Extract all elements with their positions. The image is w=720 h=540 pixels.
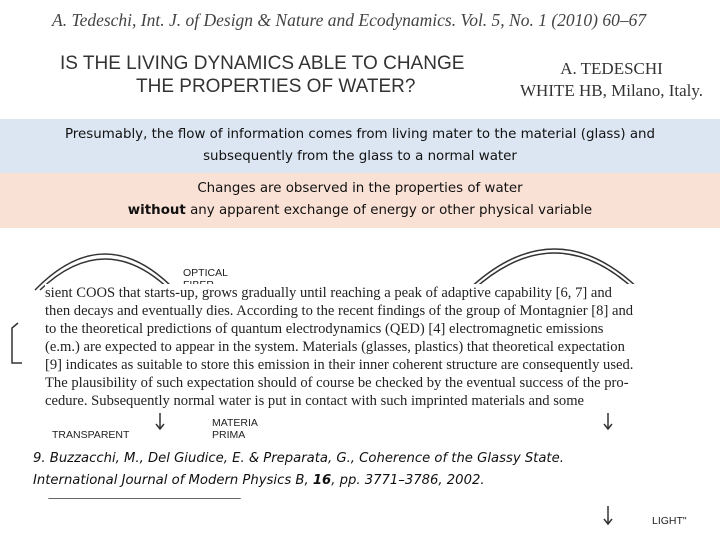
citation: A. Tedeschi, Int. J. of Design & Nature … xyxy=(52,10,647,30)
diagram-label: OPTICAL xyxy=(183,267,228,279)
excerpt-line: [9] indicates as suitable to store this … xyxy=(45,357,634,373)
excerpt-line: (e.m.) are expected to appear in the sys… xyxy=(45,339,625,355)
banner-line: Changes are observed in the properties o… xyxy=(197,181,523,196)
excerpt-line: sient COOS that starts-up, grows gradual… xyxy=(45,285,612,301)
excerpt-line: The plausibility of such expectation sho… xyxy=(45,375,629,391)
text: , pp. 3771–3786, 2002. xyxy=(331,473,485,488)
author-block: A. TEDESCHI WHITE HB, Milano, Italy. xyxy=(520,58,703,102)
reference: 9. Buzzacchi, M., Del Giudice, E. & Prep… xyxy=(25,440,685,498)
arc xyxy=(467,248,641,291)
title-line: IS THE LIVING DYNAMICS ABLE TO CHANGE xyxy=(60,53,465,74)
excerpt-line: to the theoretical predictions of quantu… xyxy=(45,321,604,337)
excerpt-line: cedure. Subsequently normal water is put… xyxy=(45,393,585,409)
frame xyxy=(11,322,22,364)
text: International Journal of Modern Physics … xyxy=(33,473,313,488)
volume: 16 xyxy=(312,473,332,488)
reference-line: 9. Buzzacchi, M., Del Giudice, E. & Prep… xyxy=(33,451,564,466)
title-line: THE PROPERTIES OF WATER? xyxy=(136,76,416,97)
banner-line: without any apparent exchange of energy … xyxy=(30,200,690,222)
arc xyxy=(34,253,176,291)
excerpt-line: then decays and eventually dies. Accordi… xyxy=(45,303,634,319)
banner: Changes are observed in the properties o… xyxy=(0,173,720,228)
arc xyxy=(472,252,636,291)
author: A. TEDESCHI xyxy=(560,59,663,78)
emphasis: without xyxy=(127,203,186,218)
title: IS THE LIVING DYNAMICS ABLE TO CHANGE TH… xyxy=(60,52,464,98)
diagram-label: LIGHT" xyxy=(652,515,687,527)
diagram-label: MATERIA xyxy=(212,417,258,429)
arrow xyxy=(603,506,613,526)
banner: Presumably, the flow of information come… xyxy=(0,119,720,173)
text: any apparent exchange of energy or other… xyxy=(185,203,593,218)
arc xyxy=(39,258,171,291)
diagram-label: TRANSPARENT xyxy=(52,429,130,441)
arrow xyxy=(603,413,613,431)
reference-line: International Journal of Modern Physics … xyxy=(33,470,685,492)
affiliation: WHITE HB, Milano, Italy. xyxy=(520,81,704,100)
arrow xyxy=(155,413,165,431)
diagram-label: PRIMA xyxy=(212,429,246,441)
excerpt: sient COOS that starts-up, grows gradual… xyxy=(45,284,673,410)
